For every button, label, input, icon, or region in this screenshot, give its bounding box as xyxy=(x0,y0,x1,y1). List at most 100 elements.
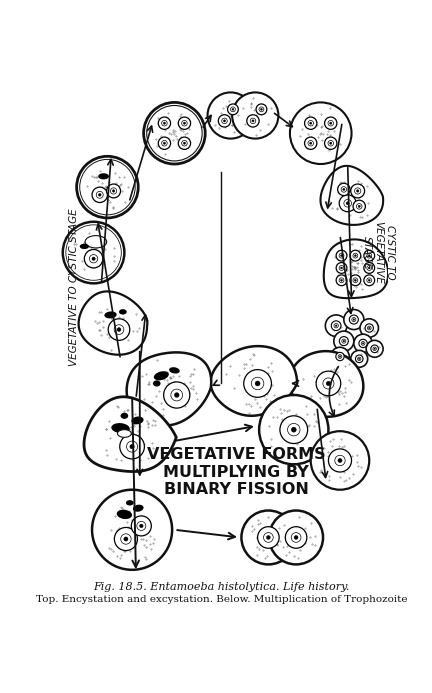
Circle shape xyxy=(354,254,356,256)
Circle shape xyxy=(344,310,364,330)
Polygon shape xyxy=(321,166,383,225)
Circle shape xyxy=(121,534,131,544)
Circle shape xyxy=(130,444,134,449)
Circle shape xyxy=(330,142,332,144)
Circle shape xyxy=(368,327,370,328)
Circle shape xyxy=(364,275,375,286)
Ellipse shape xyxy=(85,236,107,248)
Circle shape xyxy=(367,326,371,330)
Circle shape xyxy=(108,319,130,340)
Circle shape xyxy=(328,449,352,472)
Circle shape xyxy=(323,378,334,389)
Circle shape xyxy=(359,340,367,348)
Circle shape xyxy=(371,345,378,353)
Circle shape xyxy=(325,315,347,337)
Ellipse shape xyxy=(98,173,109,179)
Circle shape xyxy=(351,184,365,198)
Circle shape xyxy=(336,263,347,273)
Circle shape xyxy=(294,536,298,539)
Circle shape xyxy=(183,142,186,144)
Circle shape xyxy=(175,393,179,397)
Circle shape xyxy=(335,455,345,466)
Circle shape xyxy=(63,222,124,283)
Circle shape xyxy=(353,319,355,320)
Circle shape xyxy=(360,319,378,337)
Circle shape xyxy=(340,254,343,256)
Circle shape xyxy=(267,536,270,539)
Circle shape xyxy=(247,115,259,127)
Circle shape xyxy=(80,159,135,215)
Circle shape xyxy=(89,254,98,263)
Circle shape xyxy=(291,533,301,543)
Ellipse shape xyxy=(126,500,133,505)
Circle shape xyxy=(350,250,361,261)
Circle shape xyxy=(308,121,314,126)
Circle shape xyxy=(335,325,337,326)
Circle shape xyxy=(331,321,341,331)
Circle shape xyxy=(114,527,137,550)
Polygon shape xyxy=(324,239,388,298)
Circle shape xyxy=(368,279,370,281)
Circle shape xyxy=(288,423,300,436)
Ellipse shape xyxy=(131,416,143,424)
Circle shape xyxy=(343,188,345,191)
Circle shape xyxy=(250,118,256,123)
Circle shape xyxy=(178,137,191,150)
Circle shape xyxy=(358,205,360,207)
Circle shape xyxy=(366,340,383,358)
Circle shape xyxy=(285,527,307,548)
Circle shape xyxy=(340,267,343,269)
Ellipse shape xyxy=(119,309,127,315)
Circle shape xyxy=(259,395,328,464)
Circle shape xyxy=(260,108,262,110)
Circle shape xyxy=(316,371,341,396)
Circle shape xyxy=(96,191,103,198)
Circle shape xyxy=(356,204,362,209)
Circle shape xyxy=(326,381,330,386)
Ellipse shape xyxy=(111,423,130,433)
Circle shape xyxy=(339,278,344,283)
Circle shape xyxy=(120,435,144,459)
Circle shape xyxy=(252,120,254,122)
Circle shape xyxy=(207,92,254,139)
Circle shape xyxy=(361,342,365,345)
Circle shape xyxy=(340,279,343,281)
Circle shape xyxy=(310,142,312,144)
Ellipse shape xyxy=(105,311,117,318)
Circle shape xyxy=(339,195,356,212)
Circle shape xyxy=(324,117,337,130)
Circle shape xyxy=(218,115,231,127)
Circle shape xyxy=(310,122,312,124)
Circle shape xyxy=(339,265,344,270)
Circle shape xyxy=(76,157,138,218)
Polygon shape xyxy=(210,346,297,416)
Circle shape xyxy=(368,254,370,256)
Circle shape xyxy=(324,137,337,150)
Circle shape xyxy=(308,141,314,146)
Circle shape xyxy=(117,328,121,331)
Circle shape xyxy=(311,431,369,490)
Circle shape xyxy=(131,516,151,536)
Ellipse shape xyxy=(117,509,132,519)
Circle shape xyxy=(92,490,172,570)
Ellipse shape xyxy=(169,367,180,374)
Circle shape xyxy=(111,188,117,194)
Circle shape xyxy=(158,117,171,130)
Circle shape xyxy=(367,253,372,258)
Circle shape xyxy=(232,92,278,139)
Circle shape xyxy=(264,533,273,543)
Circle shape xyxy=(223,120,226,122)
Circle shape xyxy=(305,117,317,130)
Ellipse shape xyxy=(118,430,131,437)
Ellipse shape xyxy=(121,413,128,419)
Circle shape xyxy=(342,339,346,343)
Text: CYSTIC TO
VEGETATIVE
STAGE: CYSTIC TO VEGETATIVE STAGE xyxy=(362,221,395,284)
Circle shape xyxy=(162,141,167,146)
Circle shape xyxy=(222,118,227,123)
Circle shape xyxy=(257,527,279,548)
Circle shape xyxy=(349,315,359,324)
Circle shape xyxy=(158,137,171,150)
Text: VEGETATIVE TO CYSTIC STAGE: VEGETATIVE TO CYSTIC STAGE xyxy=(69,209,79,366)
Polygon shape xyxy=(84,397,176,471)
Circle shape xyxy=(338,458,342,462)
